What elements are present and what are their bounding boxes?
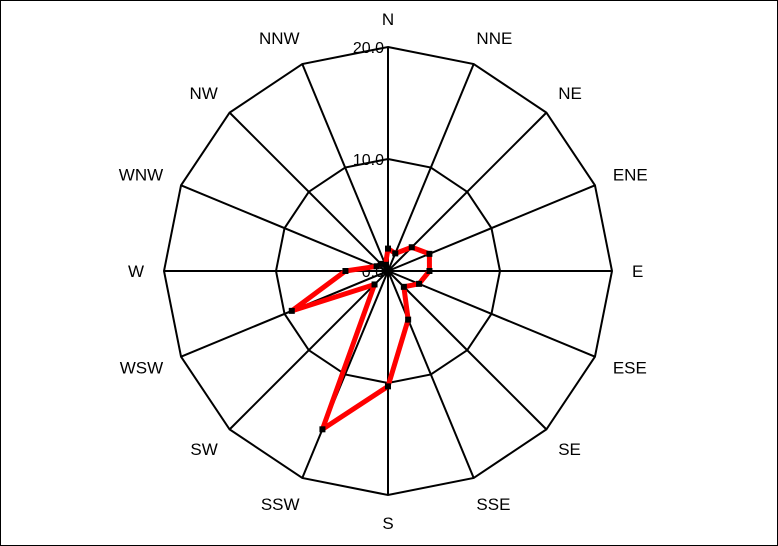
data-point-sse — [405, 316, 412, 323]
direction-label-wsw: WSW — [120, 358, 163, 377]
direction-label-ese: ESE — [613, 358, 647, 377]
data-point-nw — [377, 260, 384, 267]
direction-label-e: E — [632, 262, 643, 281]
direction-label-se: SE — [558, 440, 581, 459]
data-point-ne — [408, 244, 415, 251]
spoke-ese — [387, 270, 596, 358]
data-point-sw — [371, 281, 378, 288]
data-point-n — [385, 245, 391, 252]
series-layer — [288, 244, 433, 433]
radial-tick-labels: 0.010.020.0 — [353, 40, 384, 281]
spoke-nnw — [301, 63, 389, 272]
data-point-e — [426, 268, 433, 274]
data-point-wsw — [288, 307, 295, 314]
direction-label-sse: SSE — [476, 495, 510, 514]
spoke-ene — [387, 184, 596, 272]
radial-tick-label: 10.0 — [353, 152, 384, 169]
spoke-wsw — [180, 270, 389, 358]
direction-label-nne: NNE — [476, 29, 512, 48]
direction-label-ssw: SSW — [261, 495, 300, 514]
spoke-nne — [387, 63, 475, 272]
direction-label-wnw: WNW — [119, 166, 163, 185]
radar-spokes — [164, 47, 612, 495]
data-point-nne — [392, 250, 399, 257]
spoke-se — [387, 270, 548, 431]
direction-label-ene: ENE — [613, 166, 648, 185]
spoke-nw — [228, 111, 389, 272]
spoke-wnw — [180, 184, 389, 272]
spoke-sse — [387, 270, 475, 479]
data-point-wnw — [373, 263, 380, 270]
data-point-ese — [416, 280, 423, 287]
data-point-s — [385, 383, 391, 390]
data-point-se — [400, 283, 407, 290]
direction-label-nnw: NNW — [259, 29, 300, 48]
data-point-nnw — [382, 261, 389, 268]
direction-label-w: W — [128, 262, 144, 281]
direction-label-n: N — [382, 10, 394, 29]
direction-label-nw: NW — [189, 84, 217, 103]
data-point-ssw — [319, 426, 326, 433]
spoke-sw — [228, 270, 389, 431]
data-point-ene — [426, 250, 433, 257]
direction-label-sw: SW — [190, 440, 217, 459]
spoke-ssw — [301, 270, 389, 479]
direction-label-s: S — [382, 514, 393, 533]
direction-label-ne: NE — [558, 84, 582, 103]
direction-labels: N NNE NE ENE E ESE SE SSE S SSW SW WSW W WNW NW NNW — [119, 10, 648, 533]
data-point-w — [342, 268, 349, 274]
radial-tick-label: 20.0 — [353, 40, 384, 57]
